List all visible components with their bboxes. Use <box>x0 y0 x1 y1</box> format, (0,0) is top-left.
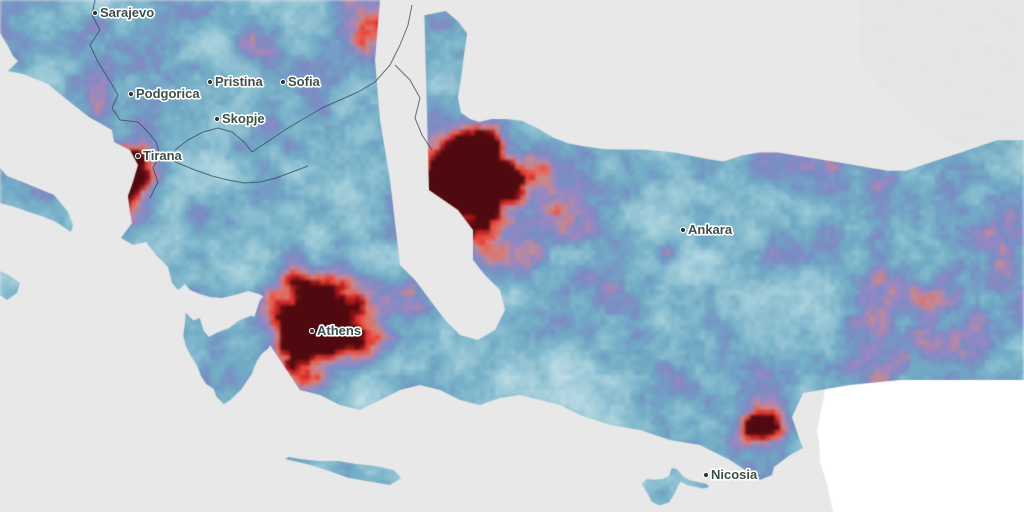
svg-text:Pristina: Pristina <box>215 74 263 89</box>
svg-text:Nicosia: Nicosia <box>711 467 758 482</box>
svg-text:Sofia: Sofia <box>288 74 321 89</box>
svg-text:Ankara: Ankara <box>688 222 733 237</box>
svg-text:Sarajevo: Sarajevo <box>100 5 154 20</box>
svg-text:Athens: Athens <box>317 323 361 338</box>
svg-text:Skopje: Skopje <box>222 111 265 126</box>
svg-text:Tirana: Tirana <box>143 148 183 163</box>
svg-text:Podgorica: Podgorica <box>136 86 200 101</box>
